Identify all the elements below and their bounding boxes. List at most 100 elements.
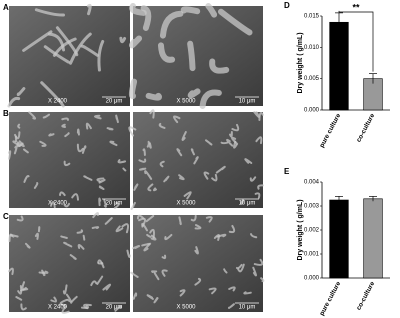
- y-tick-label: 0.002: [304, 228, 320, 234]
- sem-texture: [146, 294, 154, 300]
- sem-texture: [59, 191, 66, 197]
- y-tick-label: 0.000: [304, 108, 320, 114]
- sem-texture: [233, 140, 238, 149]
- sem-texture: [199, 89, 222, 109]
- sem-texture: [179, 289, 186, 297]
- sem-texture: [8, 150, 12, 160]
- sem-texture: [71, 193, 79, 201]
- sem-image: [133, 112, 263, 208]
- sem-texture: [240, 199, 245, 205]
- sem-texture: [33, 182, 39, 189]
- sem-texture: [61, 117, 69, 121]
- sem-texture: [119, 36, 127, 44]
- sem-texture: [211, 173, 218, 182]
- sem-texture: [158, 122, 166, 129]
- sem-texture: [178, 216, 182, 226]
- sem-texture: [153, 297, 159, 304]
- sem-texture: [136, 214, 145, 220]
- sem-texture: [220, 141, 229, 145]
- x-tick-label: pure culture: [318, 280, 342, 317]
- panel-label: E: [284, 167, 290, 176]
- y-axis-label: Dry weight ( g/mL): [297, 199, 304, 260]
- y-tick-label: 0.004: [304, 180, 320, 186]
- sem-texture: [190, 214, 197, 222]
- y-tick-label: 0.003: [304, 204, 320, 210]
- sem-texture: [145, 214, 155, 223]
- sem-texture: [106, 127, 114, 131]
- sem-texture: [228, 131, 233, 138]
- sem-texture: [149, 228, 156, 239]
- sem-texture: [163, 175, 170, 183]
- sem-texture: [209, 58, 230, 74]
- sem-texture: [115, 114, 119, 124]
- sem-texture: [180, 6, 201, 15]
- sem-texture: [253, 258, 264, 266]
- sem-texture: [48, 133, 55, 137]
- sem-texture: [243, 291, 252, 295]
- sem-texture: [133, 183, 139, 191]
- sem-texture: [82, 234, 86, 241]
- sem-image: [9, 112, 130, 208]
- sem-texture: [130, 201, 136, 211]
- sem-texture: [69, 254, 77, 260]
- sem-texture: [34, 232, 39, 240]
- sem-texture: [176, 148, 183, 157]
- significance: **: [352, 2, 360, 12]
- sem-texture: [208, 287, 217, 295]
- sem-texture: [159, 10, 184, 39]
- sem-texture: [149, 109, 155, 119]
- sem-texture: [145, 92, 162, 101]
- sem-texture: [203, 171, 210, 180]
- sem-texture: [128, 78, 138, 100]
- y-tick-label: 0.015: [304, 14, 320, 20]
- sem-texture: [190, 148, 195, 156]
- sem-texture: [40, 81, 65, 108]
- sem-texture: [102, 283, 111, 291]
- sem-texture: [70, 295, 78, 304]
- sem-texture: [153, 272, 160, 281]
- sem-texture: [244, 158, 253, 164]
- sem-texture: [109, 140, 118, 147]
- sem-texture: [144, 170, 153, 180]
- sem-texture: [61, 305, 70, 314]
- sem-texture: [159, 160, 165, 168]
- sem-texture: [61, 123, 66, 129]
- scale-bar-label: 20 μm: [106, 305, 123, 311]
- sem-texture: [250, 233, 258, 239]
- sem-texture: [129, 3, 147, 16]
- sem-texture: [146, 140, 150, 148]
- sem-texture: [96, 177, 105, 183]
- sem-texture: [231, 123, 240, 132]
- sem-texture: [147, 183, 154, 192]
- sem-texture: [93, 114, 102, 120]
- sem-texture: [80, 305, 90, 310]
- sem-texture: [255, 136, 263, 145]
- scale-bar-label: 20 μm: [106, 99, 123, 105]
- sem-texture: [50, 296, 58, 303]
- sem-texture: [63, 241, 73, 248]
- sem-texture: [228, 286, 236, 292]
- sem-texture: [115, 225, 124, 233]
- panel-label: D: [284, 1, 290, 10]
- sem-texture: [217, 8, 253, 36]
- significance-bracket: [338, 10, 374, 72]
- sem-texture: [121, 223, 129, 234]
- sem-texture: [28, 111, 37, 120]
- sem-texture: [17, 284, 23, 295]
- sem-texture: [16, 87, 26, 97]
- sem-texture: [237, 263, 245, 273]
- sem-texture: [38, 270, 49, 274]
- magnification: X 2400: [48, 305, 68, 311]
- panel-label: B: [3, 109, 9, 118]
- sem-texture: [227, 303, 235, 309]
- sem-texture: [97, 259, 105, 269]
- sem-texture: [260, 277, 265, 283]
- bar: [329, 199, 349, 279]
- sem-texture: [16, 141, 24, 148]
- sem-texture: [91, 226, 100, 230]
- sem-texture: [181, 131, 187, 141]
- y-tick-label: 0.001: [304, 252, 320, 258]
- sem-texture: [138, 217, 147, 227]
- sem-texture: [194, 277, 202, 286]
- sem-texture: [178, 174, 185, 181]
